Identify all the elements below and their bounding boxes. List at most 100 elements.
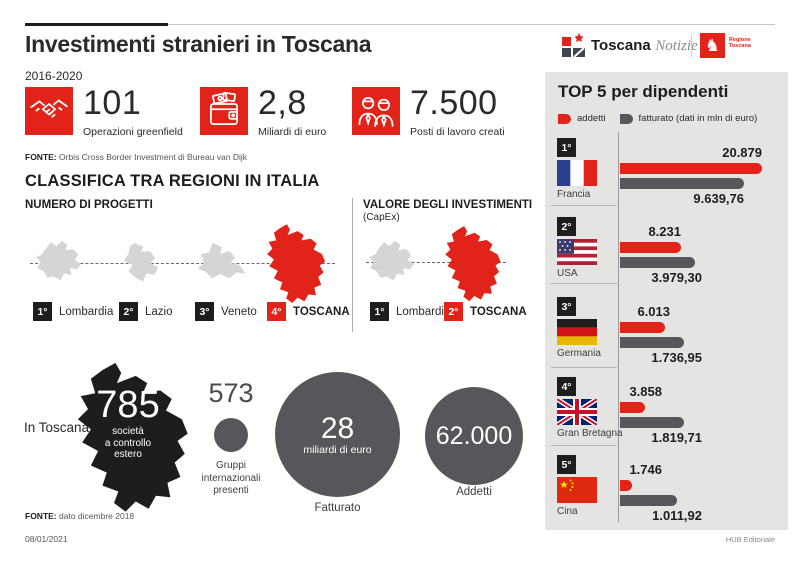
addetti-value: 6.013 — [637, 304, 670, 319]
dashed-connector-left — [30, 263, 335, 264]
toscana-notizie-bold: Toscana — [591, 37, 651, 54]
toscana-notizie-italic: Notizie — [655, 38, 698, 54]
groups-label-line3: presenti — [213, 485, 249, 496]
veneto-shape — [192, 238, 250, 286]
kpi-source: FONTE: Orbis Cross Border Investment di … — [25, 152, 247, 162]
rank-name: TOSCANA — [470, 305, 527, 318]
fatturato-value: 9.639,76 — [693, 191, 744, 206]
employees-value: 62.000 — [435, 421, 513, 450]
addetti-value: 8.231 — [648, 224, 681, 239]
fatturato-bar — [620, 257, 695, 268]
rank-badge: 2° — [444, 302, 463, 321]
row-separator — [551, 367, 617, 368]
rank-badge: 4° — [557, 377, 576, 396]
row-separator — [551, 205, 617, 206]
pegasus-icon: ♞ — [700, 33, 725, 58]
rank-badge: 2° — [119, 302, 138, 321]
top5-row-cina: 5° Cina 1.746 1.011,92 — [545, 454, 788, 533]
kpi-source-label: FONTE: — [25, 152, 57, 162]
legend-fatturato-icon — [619, 113, 633, 124]
fatturato-value: 1.011,92 — [652, 508, 702, 523]
revenue-unit: miliardi di euro — [303, 443, 372, 456]
top5-row-germania: 3° Germania 6.013 1.736,95 — [545, 296, 788, 375]
row-separator — [551, 283, 617, 284]
companies-label-line2: a controllo — [104, 437, 152, 449]
rank-toscana-capex: 2° TOSCANA — [444, 302, 527, 321]
revenue-value: 28 — [320, 411, 355, 445]
investments-subtitle: (CapEx) — [363, 212, 400, 223]
title-rule-accent — [25, 23, 168, 26]
bottom-source: FONTE: dato dicembre 2018 — [25, 511, 134, 521]
bottom-source-label: FONTE: — [25, 511, 57, 521]
rank-name: Lombardia — [396, 305, 451, 318]
addetti-value: 20.879 — [722, 145, 762, 160]
row-separator — [551, 445, 617, 446]
addetti-bar — [620, 163, 762, 174]
country-label: Francia — [557, 189, 591, 200]
addetti-bar — [620, 480, 632, 491]
addetti-value: 1.746 — [629, 462, 662, 477]
dashed-connector-right — [366, 262, 506, 263]
toscana-shape-red — [257, 222, 329, 306]
ranking-title: CLASSIFICA TRA REGIONI IN ITALIA — [25, 172, 320, 190]
rank-name: Lazio — [145, 305, 173, 318]
top5-row-gran-bretagna: 4° Gran Bretagna 3.858 1.819,71 — [545, 376, 788, 455]
kpi-label-greenfield: Operazioni greenfield — [83, 126, 183, 138]
projects-title: NUMERO DI PROGETTI — [25, 199, 153, 211]
country-label: Cina — [557, 506, 578, 517]
country-label: USA — [557, 268, 578, 279]
uk-flag — [557, 399, 597, 425]
section-divider — [352, 198, 353, 332]
kpi-value-greenfield: 101 — [83, 84, 142, 122]
groups-dot — [214, 418, 248, 452]
handshake-icon — [30, 99, 68, 118]
period-label: 2016-2020 — [25, 69, 83, 83]
investments-title: VALORE DEGLI INVESTIMENTI — [363, 199, 533, 211]
rank-toscana: 4° TOSCANA — [267, 302, 350, 321]
rank-badge: 5° — [557, 455, 576, 474]
title-rule — [168, 24, 775, 25]
fatturato-bar — [620, 495, 677, 506]
groups-label-line2: internazionali — [201, 472, 261, 484]
legend-addetti-icon — [558, 113, 571, 124]
rank-badge: 1° — [370, 302, 389, 321]
rank-badge: 3° — [195, 302, 214, 321]
groups-value: 573 — [208, 378, 254, 408]
top5-row-usa: 2° USA 8.231 3.979,30 — [545, 216, 788, 295]
kpi-box-jobs — [352, 87, 400, 135]
lombardia-shape-2 — [366, 238, 421, 286]
fatturato-bar — [620, 417, 684, 428]
fatturato-value: 1.819,71 — [651, 430, 702, 445]
rank-name: Lombardia — [59, 305, 114, 318]
companies-label-line3: estero — [114, 449, 142, 460]
top5-row-francia: 1° Francia 20.879 9.639,76 — [545, 137, 788, 216]
lazio-shape — [112, 240, 170, 286]
groups-label: Gruppi internazionali presenti — [186, 460, 276, 498]
footer-publisher: HUB Editoriale — [725, 535, 775, 544]
logo-divider — [691, 35, 692, 57]
kpi-label-jobs: Posti di lavoro creati — [410, 126, 505, 138]
country-label: Germania — [557, 348, 601, 359]
top5-title: TOP 5 per dipendenti — [558, 82, 729, 101]
rank-veneto: 3° Veneto — [195, 302, 257, 321]
revenue-label: Fatturato — [314, 502, 361, 514]
rank-lombardia: 1° Lombardia — [33, 302, 113, 321]
lombardia-shape — [33, 238, 88, 286]
kpi-label-euro: Miliardi di euro — [258, 126, 327, 138]
usa-flag — [557, 239, 597, 265]
employees-circle: 62.000 — [425, 387, 523, 485]
toscana-shape-red-2 — [436, 224, 504, 304]
toscana-notizie-logo: Toscana Notizie — [561, 33, 698, 59]
rank-name: TOSCANA — [293, 305, 350, 318]
regione-toscana-logo: ♞ Regione Toscana — [700, 33, 771, 58]
kpi-value-euro: 2,8 — [258, 84, 307, 122]
bottom-source-text: dato dicembre 2018 — [59, 511, 135, 521]
rank-name: Veneto — [221, 305, 257, 318]
addetti-bar — [620, 322, 665, 333]
top5-panel: TOP 5 per dipendenti addetti fatturato (… — [545, 72, 788, 530]
rank-badge: 2° — [557, 217, 576, 236]
germany-flag — [557, 319, 597, 345]
top5-legend: addetti fatturato (dati in mln di euro) — [558, 113, 765, 124]
kpi-source-text: Orbis Cross Border Investment di Bureau … — [59, 152, 248, 162]
